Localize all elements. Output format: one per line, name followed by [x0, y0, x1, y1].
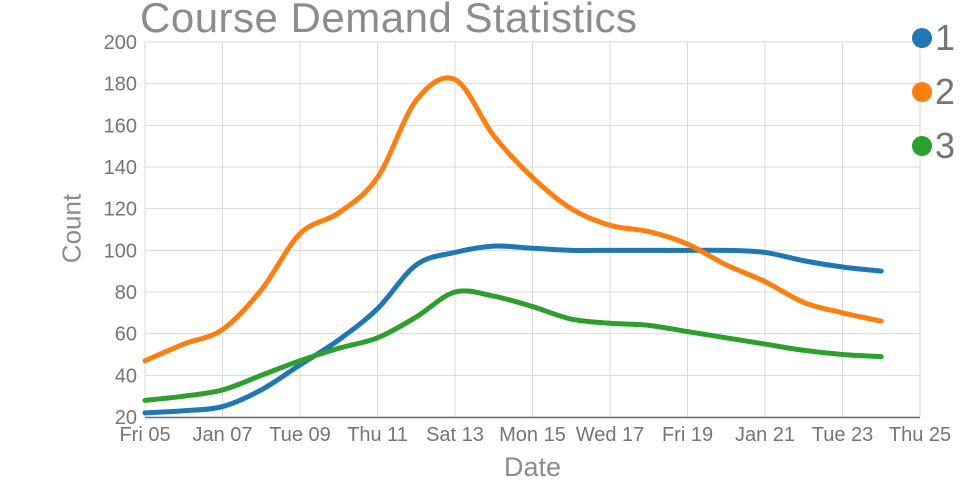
y-tick-label: 100 [104, 240, 137, 262]
legend-marker-icon [912, 82, 932, 102]
legend-label: 1 [935, 17, 956, 58]
y-tick-label: 160 [104, 115, 137, 137]
x-tick-label: Thu 25 [889, 424, 951, 446]
x-tick-label: Mon 15 [499, 424, 566, 446]
x-tick-label: Wed 17 [576, 424, 645, 446]
legend-item-3[interactable]: 3 [912, 124, 955, 168]
legend: 1 2 3 [912, 16, 955, 178]
legend-label: 2 [935, 71, 956, 112]
y-tick-label: 60 [115, 324, 137, 346]
legend-item-1[interactable]: 1 [912, 16, 955, 60]
x-tick-label: Fri 05 [119, 424, 170, 446]
x-tick-label: Jan 21 [735, 424, 795, 446]
y-tick-label: 140 [104, 157, 137, 179]
y-tick-label: 120 [104, 199, 137, 221]
x-tick-label: Jan 07 [192, 424, 252, 446]
x-tick-label: Tue 09 [269, 424, 331, 446]
legend-marker-icon [912, 136, 932, 156]
legend-item-2[interactable]: 2 [912, 70, 955, 114]
x-tick-label: Sat 13 [426, 424, 484, 446]
y-tick-label: 80 [115, 282, 137, 304]
x-tick-label: Tue 23 [812, 424, 874, 446]
legend-marker-icon [912, 28, 932, 48]
y-tick-label: 180 [104, 74, 137, 96]
series-line-1 [142, 243, 884, 416]
x-axis-title: Date [503, 452, 562, 482]
y-tick-label: 20 [115, 407, 137, 429]
x-tick-label: Fri 19 [662, 424, 713, 446]
series-line-3 [142, 288, 884, 403]
legend-label: 3 [935, 125, 956, 166]
y-axis-title: Count [56, 193, 87, 264]
y-tick-label: 200 [104, 32, 137, 54]
x-tick-label: Thu 11 [347, 424, 408, 446]
y-tick-label: 40 [115, 365, 137, 387]
series-line-2 [142, 75, 884, 364]
chart-title: Course Demand Statistics [140, 0, 638, 41]
